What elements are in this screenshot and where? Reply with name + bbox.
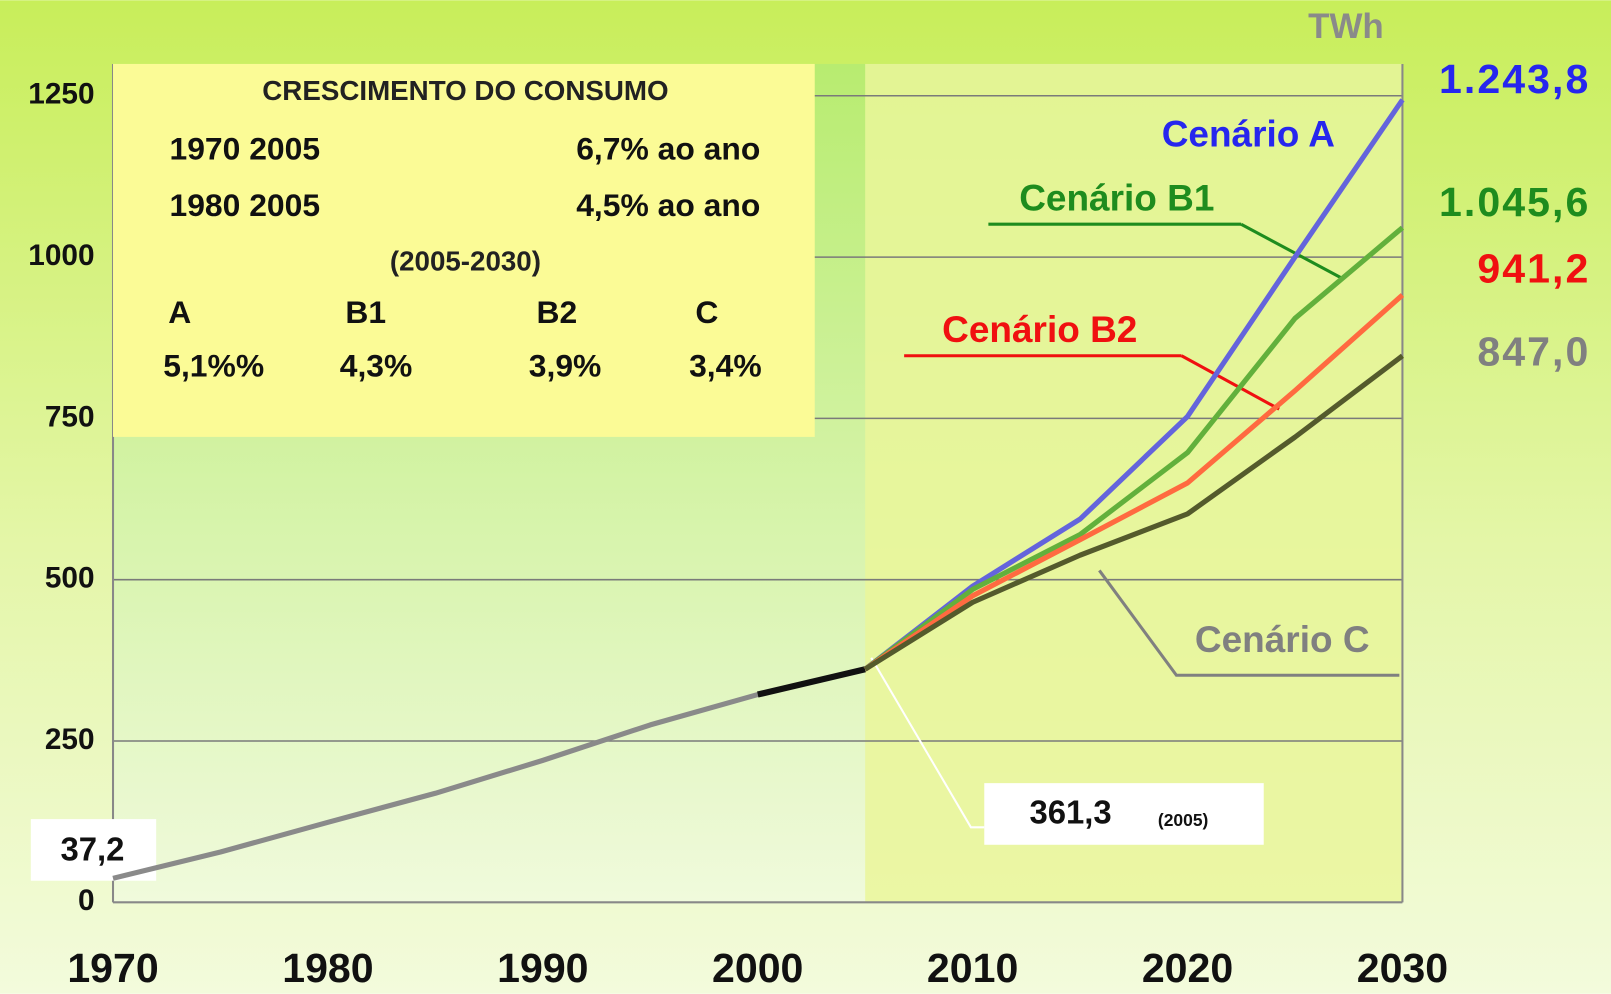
info-rate: 3,4%: [689, 347, 762, 383]
value-label: 37,2: [60, 831, 124, 868]
note: (2005): [1158, 810, 1208, 830]
value-label: 361,3: [1029, 794, 1111, 831]
info-rate: 3,9%: [529, 347, 602, 383]
x-tick-label: 2010: [927, 945, 1018, 991]
x-tick-label: 1970: [67, 945, 158, 991]
y-tick-label: 250: [45, 723, 95, 756]
info-box: [113, 63, 815, 437]
projection-region: [865, 63, 1403, 903]
info-rate: 6,7% ao ano: [576, 131, 760, 167]
x-tick-label: 1980: [282, 945, 373, 991]
x-tick-label: 2000: [712, 945, 803, 991]
y-tick-label: 750: [45, 400, 95, 433]
info-scenario: B1: [345, 294, 386, 330]
series-line: [112, 692, 759, 881]
y-tick-label: 1250: [28, 78, 94, 111]
leader-line: [1180, 354, 1280, 411]
series-line: [757, 666, 866, 698]
unit-label: TWh: [1308, 7, 1384, 46]
info-period: 1980 2005: [170, 187, 321, 223]
y-tick-label: 0: [78, 884, 95, 917]
info-subtitle: (2005-2030): [390, 246, 541, 277]
series-line: [863, 353, 1404, 672]
series-label: Cenário B1: [1019, 177, 1214, 218]
series-line: [863, 225, 1405, 672]
info-title: CRESCIMENTO DO CONSUMO: [262, 75, 668, 106]
series-label: Cenário C: [1195, 619, 1370, 660]
y-tick-label: 500: [45, 562, 95, 595]
info-scenario: B2: [537, 294, 578, 330]
value-label: 1.045,6: [1439, 179, 1590, 225]
series-label: Cenário A: [1162, 114, 1335, 155]
value-label: 847,0: [1477, 329, 1590, 375]
leader-line: [1098, 569, 1400, 677]
y-tick-label: 1000: [28, 239, 94, 272]
info-rate: 4,3%: [340, 347, 413, 383]
series-label: Cenário B2: [942, 309, 1137, 350]
leader-line: [1240, 222, 1342, 280]
value-label: 1.243,8: [1439, 56, 1590, 102]
info-rate: 5,1%%: [163, 347, 264, 383]
value-label: 941,2: [1477, 245, 1590, 291]
info-scenario: C: [695, 294, 718, 330]
info-scenario: A: [168, 294, 191, 330]
x-tick-label: 1990: [497, 945, 588, 991]
info-rate: 4,5% ao ano: [576, 187, 760, 223]
info-period: 1970 2005: [170, 131, 321, 167]
label-box: [984, 783, 1264, 845]
leader-line: [870, 657, 985, 829]
x-tick-label: 2020: [1142, 945, 1233, 991]
x-tick-label: 2030: [1357, 945, 1448, 991]
series-line: [863, 293, 1405, 672]
